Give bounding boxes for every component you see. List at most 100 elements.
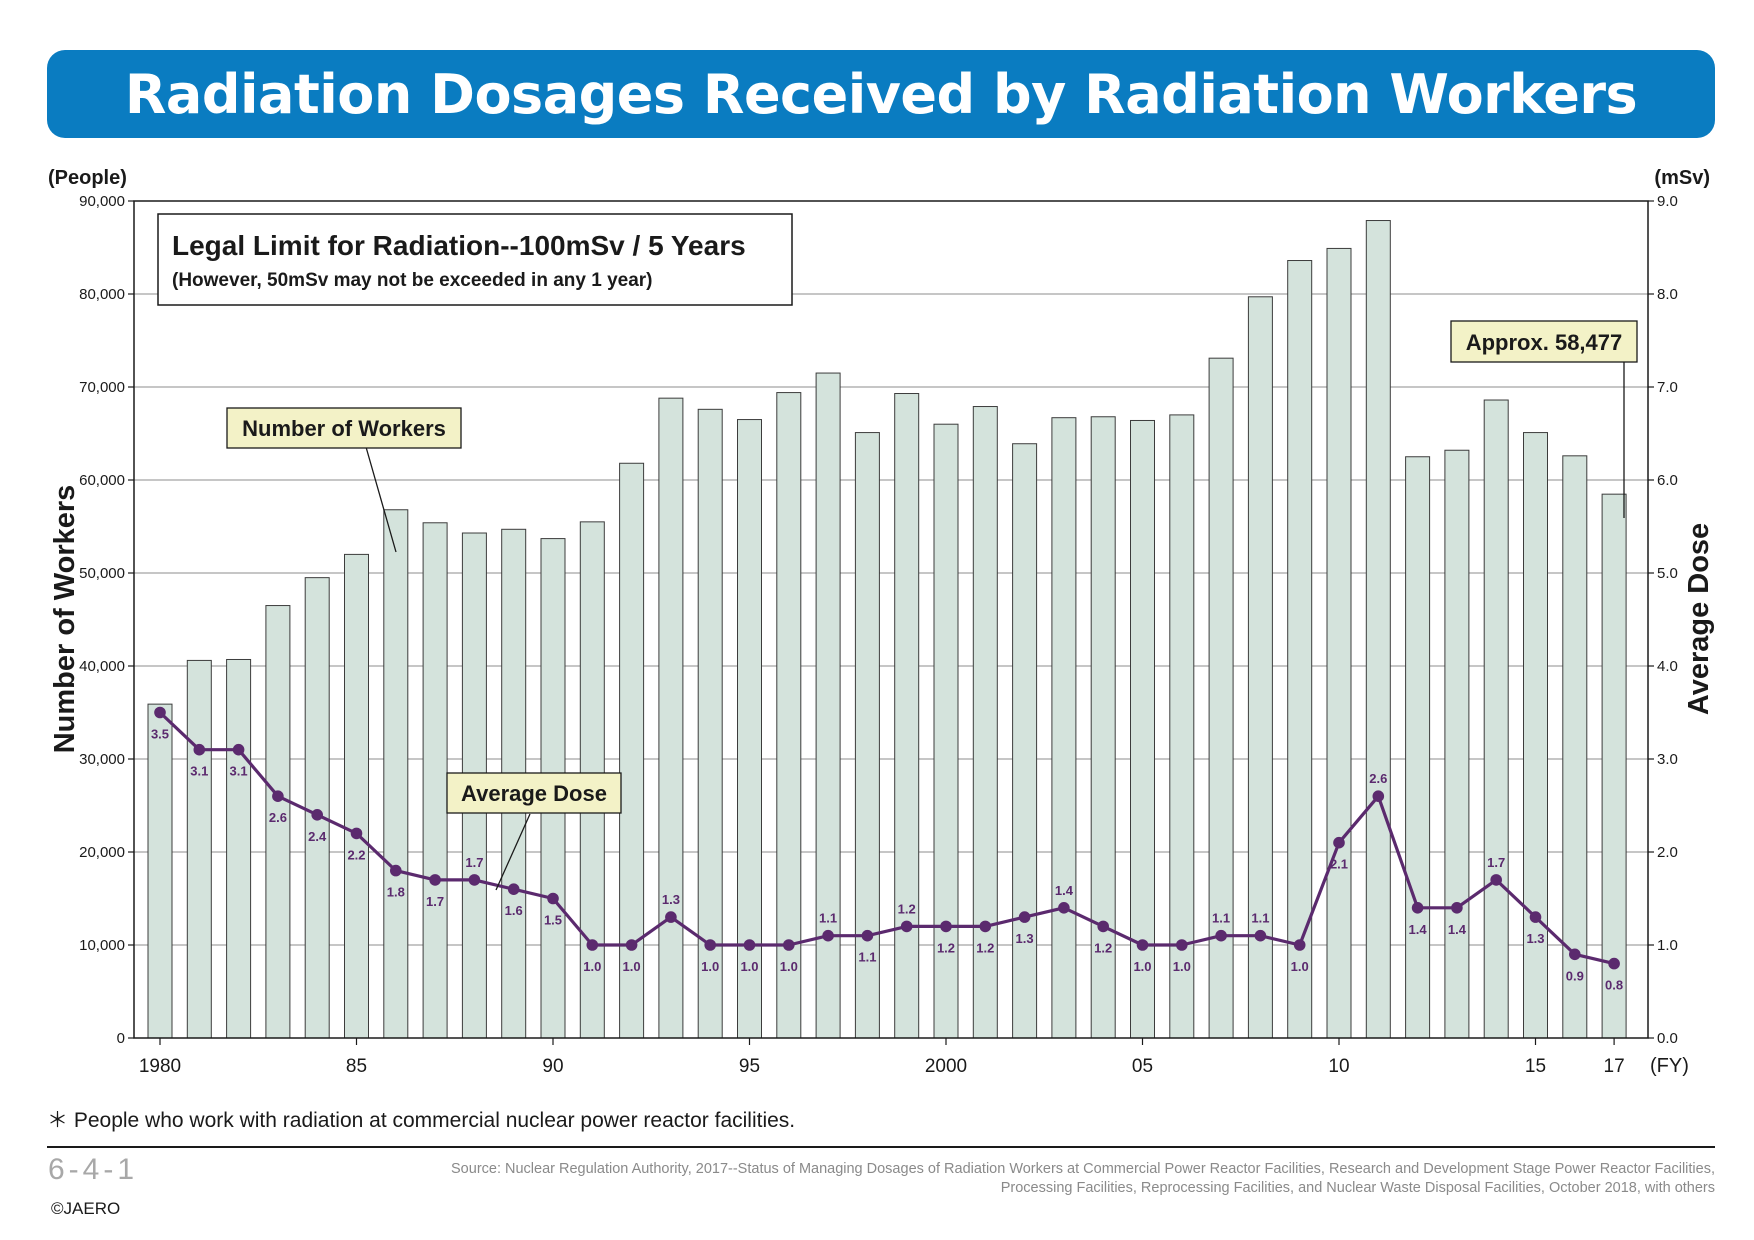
- dose-data-label: 1.5: [544, 913, 562, 928]
- bar: [1444, 449, 1470, 1039]
- x-axis-tick-label: 17: [1604, 1056, 1625, 1077]
- left-axis-tick-label: 70,000: [79, 379, 125, 396]
- dose-data-label: 2.4: [308, 829, 327, 844]
- bar: [737, 419, 762, 1039]
- bar: [1247, 296, 1273, 1039]
- left-axis-tick-label: 80,000: [79, 286, 125, 303]
- dose-data-label: 2.6: [1369, 771, 1387, 786]
- dose-data-label: 1.7: [465, 855, 483, 870]
- bar: [1365, 220, 1391, 1039]
- bar-series-workers: [147, 220, 1627, 1039]
- dose-point: [311, 809, 324, 821]
- source-line-1: Source: Nuclear Regulation Authority, 20…: [451, 1161, 1715, 1177]
- left-axis-tick-label: 40,000: [79, 658, 125, 675]
- dose-point: [665, 911, 677, 923]
- bar: [344, 553, 369, 1039]
- x-axis-tick-label: 90: [542, 1056, 563, 1077]
- dose-data-label: 2.2: [347, 847, 365, 862]
- dose-point: [232, 743, 245, 756]
- dose-data-label: 1.4: [1448, 922, 1467, 937]
- bar: [619, 462, 645, 1039]
- left-axis-tick-label: 60,000: [79, 472, 125, 489]
- dose-point: [783, 939, 795, 951]
- page-title: Radiation Dosages Received by Radiation …: [124, 62, 1638, 126]
- right-axis-tick-label: 8.0: [1657, 286, 1678, 303]
- x-axis-tick-label: 05: [1132, 1056, 1153, 1077]
- right-axis-tick-label: 6.0: [1657, 472, 1678, 489]
- bar: [894, 393, 920, 1039]
- bar: [697, 408, 723, 1039]
- dose-point: [900, 920, 913, 933]
- left-axis-tick-label: 10,000: [79, 937, 125, 954]
- dose-data-label: 0.8: [1605, 978, 1623, 993]
- right-axis-tick-label: 1.0: [1657, 937, 1678, 954]
- left-axis-tick-label: 20,000: [79, 844, 125, 861]
- dose-point: [154, 706, 166, 719]
- dose-point: [1136, 939, 1149, 951]
- dose-data-label: 1.0: [623, 959, 641, 974]
- dose-data-label: 1.2: [898, 901, 916, 916]
- dose-point: [1333, 836, 1345, 849]
- bar: [933, 423, 959, 1039]
- right-axis-tick-label: 7.0: [1657, 379, 1678, 396]
- workers-callout-box: [226, 407, 462, 449]
- dose-point: [350, 827, 363, 840]
- dose-data-label: 1.1: [1212, 911, 1230, 926]
- dose-point: [1097, 920, 1109, 933]
- dose-point: [1569, 948, 1581, 961]
- dose-data-labels: 3.5 3.1 3.1 2.6 2.4 2.2 1.8 1.7 1.7 1.6 1.5 1.0 1.0 1…: [151, 727, 1623, 993]
- right-axis-tick-label: 9.0: [1657, 193, 1678, 210]
- line-series-average-dose: [154, 706, 1620, 970]
- dose-point: [822, 929, 834, 942]
- bar: [265, 605, 291, 1039]
- dose-data-label: 1.7: [426, 894, 444, 909]
- dose-data-label: 1.0: [1173, 959, 1191, 974]
- dose-data-label: 1.1: [819, 911, 837, 926]
- dose-data-label: 2.6: [269, 810, 287, 825]
- title-banner: Radiation Dosages Received by Radiation …: [47, 50, 1715, 138]
- dose-point: [1372, 790, 1385, 802]
- dose-data-label: 1.3: [1526, 931, 1544, 946]
- dose-point: [1411, 902, 1424, 914]
- source-line-2: Processing Facilities, Reprocessing Faci…: [1000, 1180, 1715, 1196]
- dose-point: [940, 920, 952, 933]
- dose-line: [158, 711, 1615, 966]
- footnote: ＊ People who work with radiation at comm…: [47, 1109, 796, 1132]
- left-axis-unit: (People): [48, 167, 127, 189]
- dose-point: [507, 883, 520, 895]
- dose-data-label: 1.7: [1487, 855, 1505, 870]
- bar: [1208, 357, 1234, 1039]
- x-axis-tick-label: 2000: [925, 1056, 967, 1077]
- bar: [776, 392, 802, 1039]
- dose-data-label: 1.0: [780, 959, 798, 974]
- bar: [422, 522, 448, 1039]
- latest-callout-box: [1450, 320, 1638, 363]
- dose-point: [547, 892, 559, 905]
- left-axis-tick-label: 90,000: [79, 193, 125, 210]
- legal-limit-note: (However, 50mSv may not be exceeded in a…: [172, 270, 653, 291]
- dose-data-label: 1.2: [976, 940, 994, 955]
- dose-point: [1254, 929, 1267, 942]
- dose-data-label: 1.4: [1409, 922, 1428, 937]
- dose-callout-label: Average Dose: [461, 781, 607, 806]
- dose-data-label: 1.0: [583, 959, 601, 974]
- legal-limit-title: Legal Limit for Radiation--100mSv / 5 Ye…: [172, 230, 746, 261]
- dose-point: [1018, 911, 1031, 923]
- left-axis-tick-label: 50,000: [79, 565, 125, 582]
- footer-divider: [47, 1146, 1715, 1148]
- left-axis-title: Number of Workers: [49, 485, 81, 754]
- dose-point: [861, 929, 874, 942]
- dose-data-label: 1.0: [1133, 959, 1151, 974]
- right-axis-tick-label: 4.0: [1657, 658, 1678, 675]
- bar: [1012, 443, 1038, 1039]
- dose-data-label: 3.5: [151, 727, 169, 742]
- dose-point: [1176, 939, 1188, 951]
- dose-point: [193, 743, 206, 756]
- copyright: ©JAERO: [51, 1199, 121, 1218]
- dose-data-label: 1.0: [740, 959, 758, 974]
- dose-point: [979, 920, 992, 933]
- bar: [1326, 247, 1352, 1039]
- bar: [1601, 493, 1627, 1039]
- dose-data-label: 1.0: [1291, 959, 1309, 974]
- latest-callout-label: Approx. 58,477: [1466, 330, 1623, 355]
